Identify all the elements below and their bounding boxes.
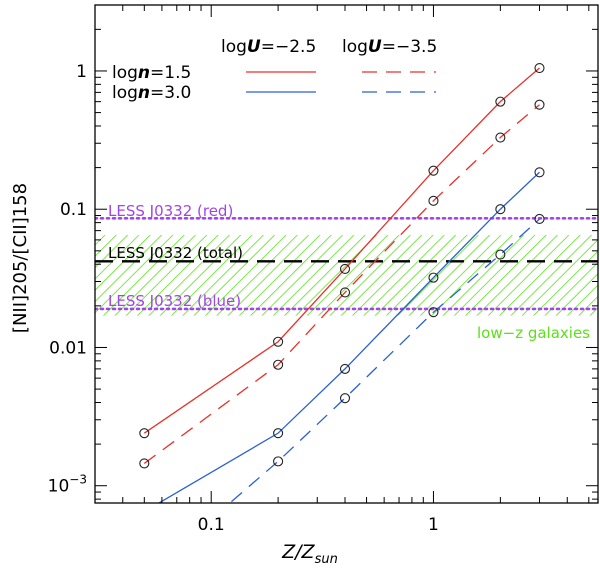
data-point-0-5: [534, 62, 545, 74]
hline-label-blue: LESS J0332 (blue): [108, 292, 241, 310]
legend: logU=−2.5 logU=−3.5 logn=1.5 logn=3.0: [112, 37, 437, 103]
y-tick-label-0: 10−3: [48, 473, 87, 497]
y-tick-label-1: 0.01: [49, 338, 87, 358]
series-line-0: [143, 67, 540, 434]
y-tick-label-2: 0.1: [60, 200, 87, 220]
legend-col-header-2: logU=−3.5: [342, 37, 437, 57]
low-z-band: [95, 235, 598, 316]
data-point-1-1: [273, 359, 284, 370]
data-point-2-0: [140, 507, 149, 516]
data-point-3-4: [495, 249, 506, 260]
data-point-1-4: [495, 132, 506, 143]
data-point-3-3: [428, 307, 439, 318]
data-point-3-2: [339, 393, 351, 404]
series-line-1: [143, 104, 540, 464]
data-point-3-5: [534, 213, 545, 225]
data-point-0-2: [339, 263, 351, 274]
data-point-1-0: [139, 458, 150, 469]
data-point-0-0: [139, 428, 150, 439]
hline-label-total: LESS J0332 (total): [108, 244, 243, 262]
legend-row-label-1: logn=1.5: [112, 63, 191, 83]
data-point-2-4: [495, 204, 506, 215]
data-point-1-3: [428, 195, 439, 206]
x-tick-label-1: 1: [428, 515, 439, 535]
series-line-3: [228, 218, 540, 503]
data-point-0-4: [495, 96, 506, 107]
data-point-2-5: [534, 167, 545, 178]
data-point-1-5: [534, 99, 545, 110]
plot-frame: [94, 4, 599, 504]
data-point-3-1: [273, 456, 284, 467]
y-axis-label: [NII]205/[CII]158: [10, 183, 31, 333]
data-point-1-2: [339, 287, 351, 298]
data-point-2-1: [273, 428, 284, 439]
y-tick-label-3: 1: [76, 62, 87, 82]
x-axis-label: Z/Zsun: [281, 541, 338, 567]
series-line-2: [157, 171, 540, 503]
data-point-0-3: [428, 165, 439, 176]
x-tick-label-0: 0.1: [198, 515, 225, 535]
data-point-2-3: [428, 272, 439, 283]
hline-label-red: LESS J0332 (red): [108, 202, 233, 220]
data-point-0-1: [273, 336, 284, 347]
band-label: low−z galaxies: [477, 324, 590, 342]
legend-col-header-1: logU=−2.5: [221, 37, 316, 57]
legend-row-label-2: logn=3.0: [112, 83, 191, 103]
data-point-2-2: [339, 363, 351, 374]
